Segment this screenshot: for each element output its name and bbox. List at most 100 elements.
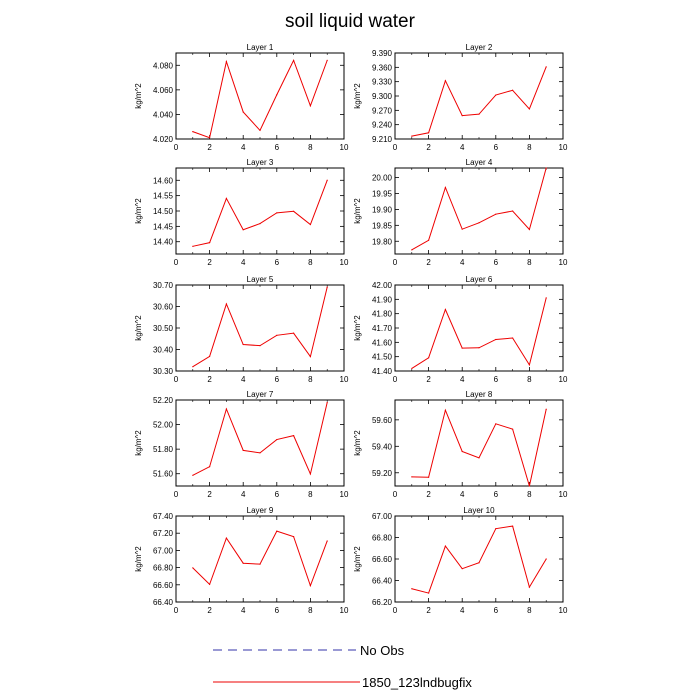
y-axis-label: kg/m^2	[134, 83, 143, 109]
panel-title: Layer 9	[247, 506, 274, 515]
series-line	[411, 167, 547, 251]
data-point	[259, 222, 261, 225]
x-tick-label: 6	[275, 375, 280, 384]
x-tick-label: 8	[527, 606, 532, 615]
series-line	[192, 287, 328, 368]
plot-frame	[175, 399, 345, 487]
data-point	[293, 536, 295, 538]
data-point	[444, 409, 446, 411]
data-point	[309, 473, 311, 475]
data-point	[242, 562, 244, 564]
chart-panel-10: Layer 10 0 2 4 6 8 10 66.20 66.40 66.60 66.80 67.00…	[353, 506, 568, 615]
y-tick-label: 66.40	[153, 598, 174, 607]
legend-label-no-obs: No Obs	[360, 643, 405, 658]
data-point	[326, 179, 328, 181]
data-point	[293, 59, 295, 61]
y-tick-label: 30.50	[153, 324, 174, 333]
data-point	[528, 485, 531, 487]
y-tick-label: 51.80	[153, 445, 174, 454]
data-point	[478, 347, 480, 349]
x-tick-label: 0	[393, 258, 398, 267]
y-axis-label: kg/m^2	[353, 430, 362, 456]
y-tick-label: 59.40	[372, 442, 393, 451]
x-tick-label: 8	[308, 606, 313, 615]
x-tick-label: 2	[207, 490, 212, 499]
data-point	[276, 438, 278, 441]
y-tick-label: 30.40	[153, 346, 174, 355]
data-point	[309, 105, 311, 107]
y-tick-label: 4.040	[153, 110, 174, 119]
x-tick-label: 2	[426, 490, 431, 499]
data-point	[428, 132, 430, 134]
panel-title: Layer 10	[463, 506, 495, 515]
chart-panel-1: Layer 1 0 2 4 6 8 10 4.020 4.040 4.060 4.080 kg/m^2	[134, 43, 349, 152]
chart-panel-4: Layer 4 0 2 4 6 8 10 19.80 19.85 19.90 19.95 20.00 k…	[353, 158, 568, 267]
y-tick-label: 52.20	[153, 396, 174, 405]
x-tick-label: 4	[241, 606, 246, 615]
data-point	[192, 474, 194, 476]
data-point	[495, 423, 497, 425]
data-point	[511, 337, 514, 339]
panel-title: Layer 6	[466, 275, 493, 284]
series-line	[192, 180, 328, 247]
figure-title: soil liquid water	[285, 11, 416, 32]
y-axis-label: kg/m^2	[353, 83, 362, 109]
series-line	[411, 297, 547, 369]
data-point	[242, 343, 244, 346]
y-axis-label: kg/m^2	[353, 198, 362, 224]
x-tick-label: 4	[241, 258, 246, 267]
y-tick-label: 4.080	[153, 61, 174, 70]
panel-title: Layer 1	[247, 43, 274, 52]
data-point	[545, 558, 547, 560]
x-tick-label: 10	[559, 375, 568, 384]
chart-panel-9: Layer 9 0 2 4 6 8 10 66.40 66.60 66.80 67.00 67.20 6…	[134, 506, 349, 615]
data-point	[259, 452, 261, 454]
x-tick-label: 4	[460, 606, 465, 615]
panel-title: Layer 8	[466, 390, 493, 399]
x-tick-label: 4	[241, 375, 246, 384]
data-point	[528, 228, 531, 231]
y-tick-label: 41.50	[372, 353, 393, 362]
x-tick-label: 4	[241, 143, 246, 152]
y-tick-label: 66.20	[372, 598, 393, 607]
y-tick-label: 9.210	[372, 135, 393, 144]
x-tick-label: 8	[527, 375, 532, 384]
data-point	[528, 364, 531, 366]
data-point	[428, 239, 430, 241]
x-tick-label: 8	[308, 143, 313, 152]
data-point	[411, 367, 413, 370]
data-point	[411, 476, 413, 478]
data-point	[461, 114, 463, 117]
data-point	[495, 528, 497, 530]
data-point	[192, 245, 194, 247]
y-axis-label: kg/m^2	[134, 430, 143, 456]
data-point	[478, 457, 480, 459]
data-point	[209, 355, 211, 357]
chart-panel-3: Layer 3 0 2 4 6 8 10 14.40 14.45 14.50 14.55 14.60 k…	[134, 158, 349, 267]
data-point	[428, 592, 430, 594]
data-point	[478, 113, 480, 115]
plot-frame	[175, 52, 345, 140]
x-tick-label: 6	[494, 258, 499, 267]
y-tick-label: 9.270	[372, 106, 393, 115]
data-point	[545, 408, 547, 410]
y-tick-label: 9.360	[372, 63, 393, 72]
data-point	[461, 450, 463, 453]
chart-panel-8: Layer 8 0 2 4 6 8 10 59.20 59.40 59.60 kg/m^2	[353, 390, 568, 499]
data-point	[326, 59, 328, 61]
data-point	[428, 357, 430, 359]
x-tick-label: 6	[494, 143, 499, 152]
y-tick-label: 41.80	[372, 310, 393, 319]
panel-title: Layer 5	[247, 275, 274, 284]
data-point	[511, 428, 514, 430]
x-tick-label: 2	[207, 606, 212, 615]
x-tick-label: 10	[340, 143, 349, 152]
data-point	[192, 366, 194, 368]
data-point	[309, 585, 311, 587]
data-point	[209, 137, 211, 139]
y-axis-label: kg/m^2	[353, 546, 362, 572]
x-tick-label: 2	[426, 606, 431, 615]
x-tick-label: 8	[527, 143, 532, 152]
data-point	[545, 167, 547, 169]
data-point	[528, 586, 531, 588]
